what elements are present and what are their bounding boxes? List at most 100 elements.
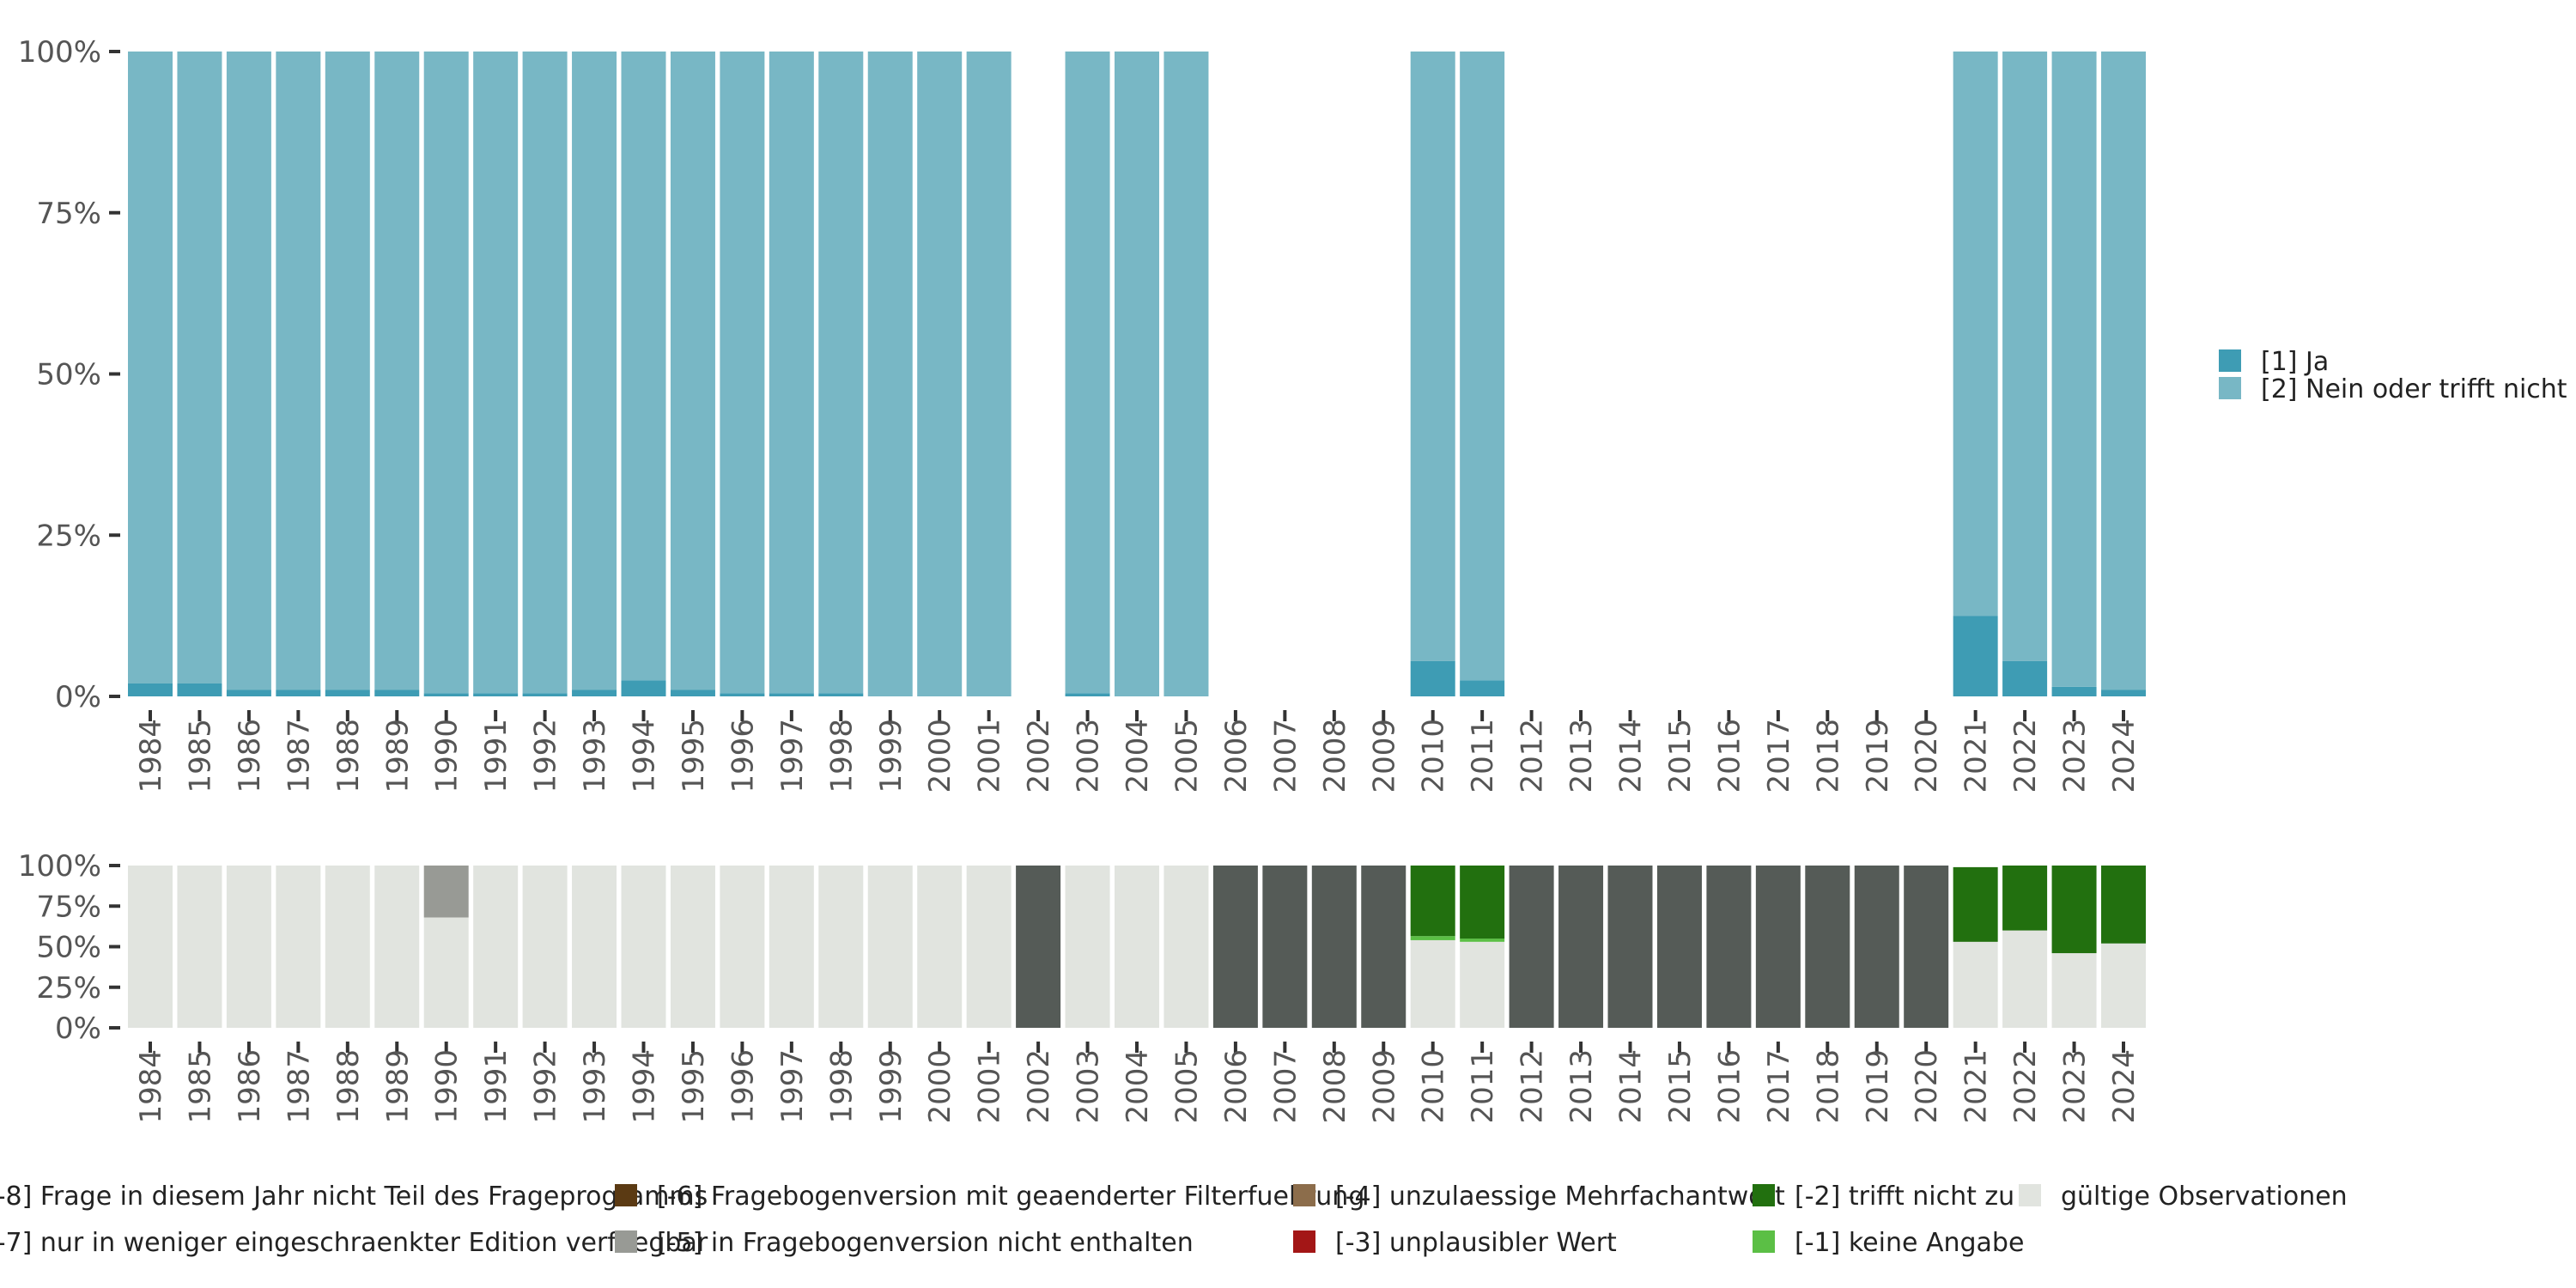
x-tick-label: 2007 [1268, 1049, 1303, 1124]
bar-segment [1410, 660, 1455, 696]
y-tick-label: 0% [55, 680, 101, 714]
x-tick-label: 2014 [1614, 719, 1649, 793]
x-tick-label: 1994 [628, 719, 662, 793]
x-tick-label: 2021 [1959, 719, 1994, 793]
bar-segment [1016, 866, 1061, 1028]
bar-segment [917, 866, 963, 1028]
bar-segment [2051, 866, 2097, 954]
x-tick-label: 1984 [134, 1049, 168, 1124]
bar-segment [1607, 866, 1653, 1028]
bar-segment [1115, 866, 1159, 1028]
bar-segment [1953, 616, 1998, 697]
bar-segment [226, 52, 271, 690]
x-tick-label: 1997 [775, 1049, 810, 1124]
bar-segment [374, 52, 420, 690]
bar-segment [818, 52, 864, 694]
bar-segment [1460, 939, 1505, 942]
x-tick-label: 2019 [1861, 719, 1895, 793]
bar-segment [818, 866, 864, 1028]
x-tick-label: 2007 [1268, 719, 1303, 793]
x-tick-label: 2015 [1663, 1049, 1698, 1124]
bottom-legend: [-8] Frage in diesem Jahr nicht Teil des… [0, 1182, 2348, 1258]
bar-segment [1755, 866, 1801, 1028]
x-tick-label: 2002 [1022, 1049, 1056, 1124]
x-tick-label: 1989 [380, 719, 415, 793]
bar-segment [1410, 52, 1455, 661]
x-tick-label: 1988 [331, 1049, 366, 1124]
x-tick-label: 2003 [1072, 1049, 1106, 1124]
bar-segment [2002, 52, 2048, 661]
bar-segment [1410, 939, 1455, 1028]
bar-segment [2051, 686, 2097, 696]
bar-segment [720, 693, 765, 696]
x-tick-label: 2002 [1022, 719, 1056, 793]
x-tick-label: 2020 [1910, 1049, 1944, 1124]
legend-label: [-4] unzulaessige Mehrfachantwort [1335, 1182, 1785, 1212]
x-tick-label: 1999 [874, 719, 908, 793]
x-tick-label: 1996 [726, 1049, 760, 1124]
bar-segment [177, 866, 222, 1028]
bar-segment [1163, 52, 1209, 696]
x-tick-label: 2016 [1712, 719, 1747, 793]
bar-segment [1410, 936, 1455, 940]
bottom-chart: 0% 25% 50% 75% 100% 1984 1985 1986 1987 1988 1989 1… [18, 849, 2146, 1124]
bar-segment [1410, 866, 1455, 937]
x-tick-label: 1993 [578, 1049, 612, 1124]
legend-label: [-8] Frage in diesem Jahr nicht Teil des… [0, 1182, 708, 1212]
bar-segment [1065, 866, 1110, 1028]
bar-segment [1953, 866, 1998, 942]
bar-segment [1953, 52, 1998, 617]
bar-segment [226, 866, 271, 1028]
bar-segment [522, 693, 568, 696]
x-tick-label: 2014 [1614, 1049, 1649, 1124]
x-tick-label: 1989 [380, 1049, 415, 1124]
legend-label: [-5] in Fragebogenversion nicht enthalte… [657, 1228, 1194, 1258]
bar-segment [128, 52, 173, 683]
bar-segment [2051, 52, 2097, 687]
x-tick-label: 2022 [2008, 1049, 2043, 1124]
bar-segment [423, 52, 469, 694]
x-tick-label: 2024 [2107, 1049, 2142, 1124]
x-tick-label: 2008 [1318, 719, 1352, 793]
bar-segment [670, 52, 715, 690]
legend-swatch [615, 1230, 637, 1253]
bar-segment [917, 52, 963, 696]
x-tick-label: 2005 [1170, 719, 1204, 793]
bar-segment [473, 866, 519, 1028]
bar-segment [128, 866, 173, 1028]
bar-segment [720, 52, 765, 694]
bar-segment [670, 690, 715, 696]
x-tick-label: 2004 [1121, 1049, 1155, 1124]
x-tick-label: 2004 [1121, 719, 1155, 793]
x-tick-label: 2018 [1811, 719, 1845, 793]
x-tick-label: 1987 [282, 1049, 316, 1124]
x-tick-label: 2013 [1564, 1049, 1599, 1124]
y-tick-label: 50% [36, 931, 101, 965]
bar-segment [1163, 866, 1209, 1028]
legend-swatch [1293, 1184, 1315, 1206]
x-tick-label: 2018 [1811, 1049, 1845, 1124]
x-tick-label: 2001 [973, 719, 1007, 793]
bar-segment [473, 693, 519, 696]
x-tick-label: 2020 [1910, 719, 1944, 793]
bar-segment [1953, 941, 1998, 1028]
bar-segment [867, 866, 913, 1028]
x-tick-label: 2013 [1564, 719, 1599, 793]
x-tick-label: 2017 [1762, 719, 1796, 793]
bar-segment [2002, 660, 2048, 696]
x-tick-label: 1996 [726, 719, 760, 793]
x-tick-label: 2000 [923, 719, 957, 793]
y-tick-label: 50% [36, 358, 101, 392]
bar-segment [325, 690, 370, 696]
x-tick-label: 1988 [331, 719, 366, 793]
x-tick-label: 2021 [1959, 1049, 1994, 1124]
x-tick-label: 2009 [1367, 719, 1401, 793]
legend-swatch [1753, 1184, 1775, 1206]
bar-segment [2101, 52, 2146, 690]
bar-segment [1904, 866, 1949, 1028]
bar-segment [1212, 866, 1258, 1028]
x-tick-label: 1987 [282, 719, 316, 793]
bar-segment [128, 683, 173, 696]
legend-label: [1] Ja [2261, 347, 2329, 377]
